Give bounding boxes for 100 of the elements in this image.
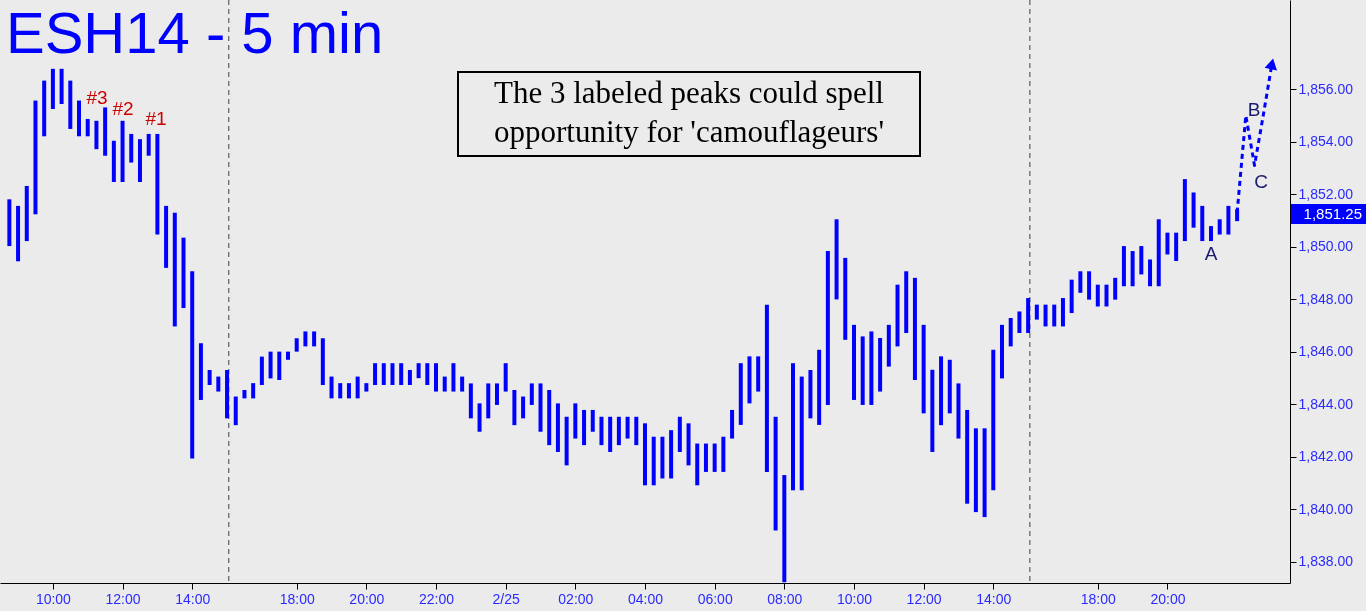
bar bbox=[399, 363, 404, 385]
x-tick-label: 10:00 bbox=[35, 590, 72, 607]
bar bbox=[1191, 192, 1196, 228]
bar bbox=[68, 80, 73, 129]
bar bbox=[303, 331, 308, 347]
x-tick-label: 08:00 bbox=[767, 590, 803, 607]
bar bbox=[512, 389, 517, 426]
bar bbox=[50, 68, 55, 109]
bar bbox=[947, 359, 952, 414]
bar bbox=[782, 475, 787, 583]
x-tick-label: 18:00 bbox=[1080, 590, 1117, 607]
bar bbox=[346, 383, 351, 399]
bar bbox=[825, 251, 830, 405]
bar bbox=[1095, 284, 1100, 307]
bar bbox=[85, 118, 90, 137]
bar bbox=[503, 363, 508, 392]
bar bbox=[643, 423, 647, 486]
bar bbox=[1200, 205, 1205, 242]
bar bbox=[111, 140, 116, 182]
bar bbox=[686, 423, 691, 466]
bar bbox=[120, 120, 125, 182]
bar bbox=[869, 331, 874, 405]
y-tick-label: 1,846.00 bbox=[1298, 343, 1354, 360]
bar bbox=[625, 416, 630, 439]
bar bbox=[1060, 298, 1065, 327]
bar bbox=[895, 284, 900, 347]
bar bbox=[582, 409, 587, 446]
x-tick-label: 14:00 bbox=[976, 590, 1012, 607]
bar bbox=[59, 68, 64, 104]
y-tick-label: 1,838.00 bbox=[1298, 553, 1354, 570]
bar bbox=[33, 100, 38, 215]
bar bbox=[973, 428, 978, 513]
bar bbox=[599, 416, 604, 446]
bar bbox=[521, 396, 526, 419]
x-tick-label: 02:00 bbox=[558, 590, 594, 607]
bar bbox=[677, 416, 682, 452]
bar bbox=[251, 383, 256, 399]
annotation: C bbox=[1254, 171, 1268, 192]
bar bbox=[434, 363, 439, 392]
bar bbox=[738, 363, 743, 425]
bar bbox=[1174, 232, 1179, 262]
bar bbox=[912, 277, 917, 380]
bar bbox=[529, 383, 534, 405]
y-tick-label: 1,842.00 bbox=[1298, 448, 1354, 465]
bar bbox=[764, 304, 769, 472]
bar bbox=[1008, 318, 1013, 347]
bar bbox=[468, 383, 473, 419]
annotation: #2 bbox=[112, 98, 134, 119]
bar bbox=[146, 133, 151, 156]
bar bbox=[791, 363, 796, 491]
bar bbox=[155, 133, 160, 235]
bar bbox=[1087, 271, 1092, 300]
y-tick-label: 1,850.00 bbox=[1298, 238, 1354, 255]
bar bbox=[285, 351, 290, 360]
bar bbox=[538, 383, 543, 432]
bar bbox=[233, 396, 238, 426]
bar bbox=[1113, 277, 1118, 300]
x-tick-label: 20:00 bbox=[349, 590, 385, 607]
bar bbox=[878, 337, 883, 392]
bar bbox=[1148, 259, 1153, 287]
bar bbox=[164, 205, 169, 268]
bar bbox=[616, 416, 621, 446]
bar bbox=[329, 376, 334, 399]
bar bbox=[573, 403, 578, 439]
x-tick-label: 12:00 bbox=[906, 590, 942, 607]
bar bbox=[425, 363, 430, 385]
annotation: B bbox=[1247, 99, 1261, 120]
bar bbox=[494, 383, 499, 405]
bar bbox=[242, 389, 247, 399]
bar bbox=[181, 237, 186, 309]
bar bbox=[590, 409, 595, 432]
bar bbox=[695, 443, 700, 486]
bar bbox=[773, 416, 778, 531]
bar bbox=[312, 331, 317, 347]
bar bbox=[904, 271, 909, 333]
annotation: #1 bbox=[145, 108, 167, 129]
bar bbox=[477, 403, 482, 432]
bar bbox=[712, 443, 717, 472]
bar bbox=[198, 343, 203, 400]
bar bbox=[886, 324, 891, 367]
bar bbox=[747, 356, 752, 404]
bar bbox=[930, 369, 935, 452]
bar bbox=[94, 120, 99, 150]
bar bbox=[921, 324, 926, 414]
bar bbox=[1104, 284, 1109, 307]
y-tick-label: 1,844.00 bbox=[1298, 395, 1354, 412]
bar bbox=[277, 351, 282, 380]
bar bbox=[1217, 219, 1222, 235]
annotation: A bbox=[1204, 243, 1218, 264]
bar bbox=[225, 370, 230, 419]
bar bbox=[965, 409, 970, 504]
bar bbox=[390, 363, 395, 385]
bar bbox=[1069, 279, 1074, 314]
bar bbox=[808, 370, 813, 419]
bar bbox=[259, 356, 264, 385]
bar bbox=[294, 338, 299, 352]
bar bbox=[172, 212, 177, 327]
bar bbox=[338, 383, 343, 399]
bar bbox=[651, 436, 656, 486]
bar bbox=[1017, 311, 1022, 333]
